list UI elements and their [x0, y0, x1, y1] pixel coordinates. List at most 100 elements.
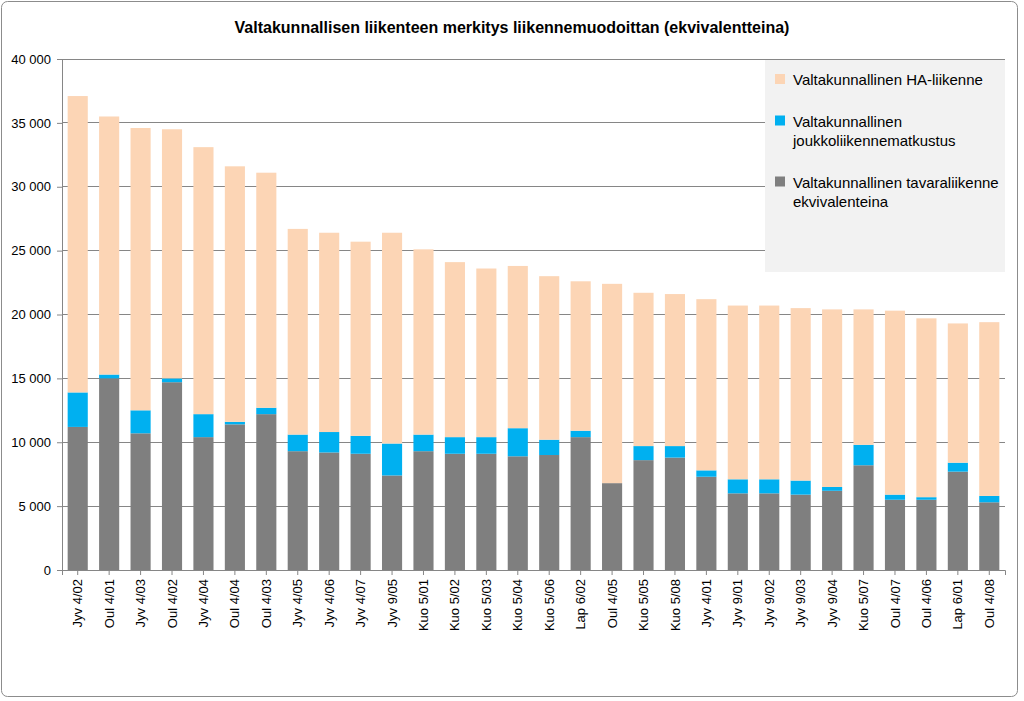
bar — [979, 322, 999, 496]
bar — [99, 378, 119, 570]
x-tick-label: Kuo 5/01 — [416, 579, 431, 631]
bar — [193, 437, 213, 570]
bar — [319, 233, 339, 432]
bar — [413, 249, 433, 434]
y-tick-mark — [57, 123, 62, 124]
bar — [948, 463, 968, 472]
bar — [822, 491, 842, 570]
chart-title: Valtakunnallisen liikenteen merkitys lii… — [235, 19, 790, 36]
bar — [476, 269, 496, 438]
legend-swatch — [775, 116, 785, 126]
legend-entry: Valtakunnallinen tavaraliikenne ekvivale… — [775, 174, 1003, 211]
y-tick-mark — [57, 442, 62, 443]
x-tick-label: Oul 4/06 — [919, 579, 934, 628]
chart: Valtakunnallisen liikenteen merkitys lii… — [0, 0, 1024, 701]
bar — [288, 435, 308, 452]
bar — [728, 493, 748, 570]
y-tick-label: 15 000 — [11, 371, 51, 386]
y-tick-mark — [57, 251, 62, 252]
x-tick-mark — [266, 570, 267, 575]
x-tick: Jyv 4/07 — [353, 570, 368, 627]
y-tick-mark — [57, 315, 62, 316]
bar — [413, 435, 433, 452]
x-tick-label: Jyv 9/03 — [793, 579, 808, 627]
y-tick-mark — [57, 187, 62, 188]
legend-entry: Valtakunnallinen HA-liikenne — [775, 71, 983, 88]
bar — [571, 281, 591, 430]
bar — [382, 475, 402, 570]
y-tick-label: 30 000 — [11, 179, 51, 194]
grid — [62, 59, 1005, 570]
x-tick-mark — [832, 570, 833, 575]
x-tick-mark — [486, 570, 487, 575]
x-tick-label: Jyv 4/05 — [290, 579, 305, 627]
x-tick-mark — [926, 570, 927, 575]
bar — [225, 422, 245, 425]
bar — [853, 445, 873, 465]
x-tick-label: Oul 4/02 — [165, 579, 180, 628]
x-tick-label: Jyv 4/02 — [70, 579, 85, 627]
x-tick-label: Jyv 9/05 — [385, 579, 400, 627]
bar — [979, 502, 999, 570]
y-tick-label: 40 000 — [11, 52, 51, 67]
x-tick-mark — [800, 570, 801, 575]
bar — [131, 410, 151, 433]
bar — [916, 500, 936, 570]
x-tick-label: Kuo 5/06 — [542, 579, 557, 631]
bar — [885, 311, 905, 495]
bar — [853, 465, 873, 570]
legend-label: Valtakunnallinen joukkoliikennematkustus — [792, 113, 956, 150]
x-tick: Kuo 5/06 — [542, 570, 557, 631]
x-tick: Oul 4/01 — [102, 570, 117, 628]
x-tick-label: Lap 6/02 — [573, 579, 588, 630]
x-tick: Oul 4/05 — [605, 570, 620, 628]
x-tick: Lap 6/01 — [950, 570, 965, 630]
y-tick: 5 000 — [18, 499, 62, 514]
x-tick-mark — [580, 570, 581, 575]
plot: 05 00010 00015 00020 00025 00030 00035 0… — [11, 52, 1005, 631]
y-tick: 20 000 — [11, 307, 62, 322]
legend-swatch — [775, 177, 785, 187]
x-tick-mark — [234, 570, 235, 575]
x-tick: Oul 4/04 — [227, 570, 242, 628]
bar — [445, 437, 465, 454]
bar — [351, 242, 371, 436]
bar — [853, 309, 873, 444]
legend-swatch — [775, 74, 785, 84]
bar — [131, 128, 151, 410]
bar — [665, 446, 685, 457]
bar — [319, 452, 339, 570]
x-tick: Oul 4/03 — [259, 570, 274, 628]
bar — [948, 323, 968, 462]
bar — [351, 454, 371, 570]
bar — [99, 116, 119, 374]
x-tick-label: Oul 4/08 — [982, 579, 997, 628]
y-tick: 30 000 — [11, 179, 62, 194]
y-tick-label: 10 000 — [11, 435, 51, 450]
bar — [193, 147, 213, 414]
bar — [382, 444, 402, 476]
x-tick-label: Jyv 4/04 — [196, 579, 211, 627]
bar — [759, 493, 779, 570]
x-tick-mark — [674, 570, 675, 575]
x-tick-label: Kuo 5/02 — [447, 579, 462, 631]
y-tick: 0 — [44, 563, 62, 578]
bar — [759, 306, 779, 480]
x-tick: Kuo 5/07 — [856, 570, 871, 631]
x-tick-label: Oul 4/03 — [259, 579, 274, 628]
y-tick-label: 0 — [44, 563, 51, 578]
x-tick: Jyv 9/02 — [762, 570, 777, 627]
bar — [633, 293, 653, 446]
bar — [225, 166, 245, 422]
x-tick-label: Jyv 9/01 — [730, 579, 745, 627]
bar — [225, 424, 245, 570]
x-tick-mark — [297, 570, 298, 575]
y-axis-line — [57, 60, 63, 571]
bar — [131, 433, 151, 570]
bar — [885, 495, 905, 500]
y-tick: 15 000 — [11, 371, 62, 386]
x-tick: Jyv 4/05 — [290, 570, 305, 627]
x-axis: Jyv 4/02Oul 4/01Jyv 4/03Oul 4/02Jyv 4/04… — [63, 570, 1006, 631]
x-tick-label: Kuo 5/08 — [668, 579, 683, 631]
x-tick-mark — [957, 570, 958, 575]
